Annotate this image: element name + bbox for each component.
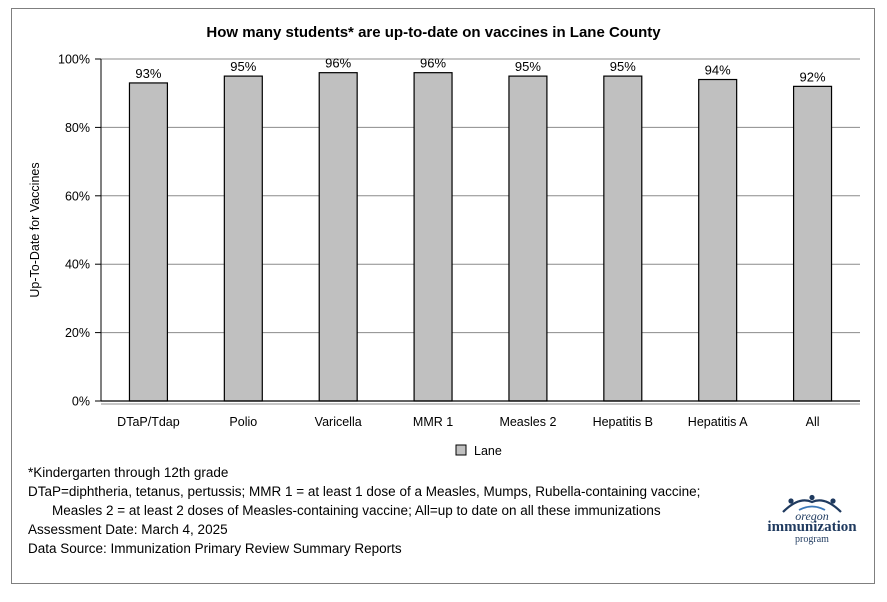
- y-tick-label: 0%: [72, 395, 90, 409]
- x-tick-label: Polio: [229, 415, 257, 429]
- x-tick-label: All: [806, 415, 820, 429]
- assessment-date: Assessment Date: March 4, 2025: [28, 522, 228, 537]
- chart-title: How many students* are up-to-date on vac…: [206, 24, 661, 41]
- bar: [603, 75, 643, 402]
- chart-frame: [11, 8, 875, 584]
- x-tick-label: DTaP/Tdap: [117, 415, 180, 429]
- logo-text-oregon: oregon: [795, 509, 829, 523]
- x-tick-label: Hepatitis B: [593, 415, 653, 429]
- y-axis-label: Up-To-Date for Vaccines: [28, 162, 42, 297]
- footnotes: *Kindergarten through 12th grade DTaP=di…: [28, 463, 700, 558]
- oregon-immunization-logo: oregon immunization program: [757, 494, 867, 548]
- bar-value-label: 95%: [610, 59, 636, 74]
- y-tick-label: 20%: [65, 326, 90, 340]
- data-source: Data Source: Immunization Primary Review…: [28, 541, 402, 556]
- logo-text-program: program: [795, 534, 829, 545]
- bar: [128, 82, 169, 402]
- logo-text-immunization: immunization: [767, 519, 857, 535]
- legend-swatch: [455, 444, 467, 456]
- footnote-abbreviations-continued: Measles 2 = at least 2 doses of Measles-…: [52, 503, 661, 518]
- bar: [318, 72, 358, 402]
- bar: [698, 78, 738, 402]
- bar-value-label: 96%: [325, 56, 351, 71]
- bar-value-label: 95%: [515, 59, 541, 74]
- bar-value-label: 95%: [230, 59, 256, 74]
- bar: [413, 72, 453, 402]
- y-tick-label: 60%: [65, 189, 90, 203]
- bar: [792, 85, 833, 402]
- footnote-abbreviations: DTaP=diphtheria, tetanus, pertussis; MMR…: [28, 484, 701, 499]
- bar: [223, 75, 263, 402]
- x-tick-label: Hepatitis A: [688, 415, 748, 429]
- y-tick-label: 80%: [65, 121, 90, 135]
- footnote-grade-range: *Kindergarten through 12th grade: [28, 465, 229, 480]
- y-tick-label: 40%: [65, 258, 90, 272]
- x-tick-label: Varicella: [315, 415, 362, 429]
- bar-value-label: 93%: [135, 66, 161, 81]
- bar-value-label: 96%: [420, 56, 446, 71]
- bar-value-label: 92%: [800, 69, 826, 84]
- bar-value-label: 94%: [705, 63, 731, 78]
- bar: [508, 75, 548, 402]
- legend-label: Lane: [474, 444, 502, 458]
- logo-figures-icon: [782, 494, 842, 513]
- x-tick-label: MMR 1: [413, 415, 453, 429]
- y-tick-label: 100%: [58, 53, 90, 67]
- x-tick-label: Measles 2: [499, 415, 556, 429]
